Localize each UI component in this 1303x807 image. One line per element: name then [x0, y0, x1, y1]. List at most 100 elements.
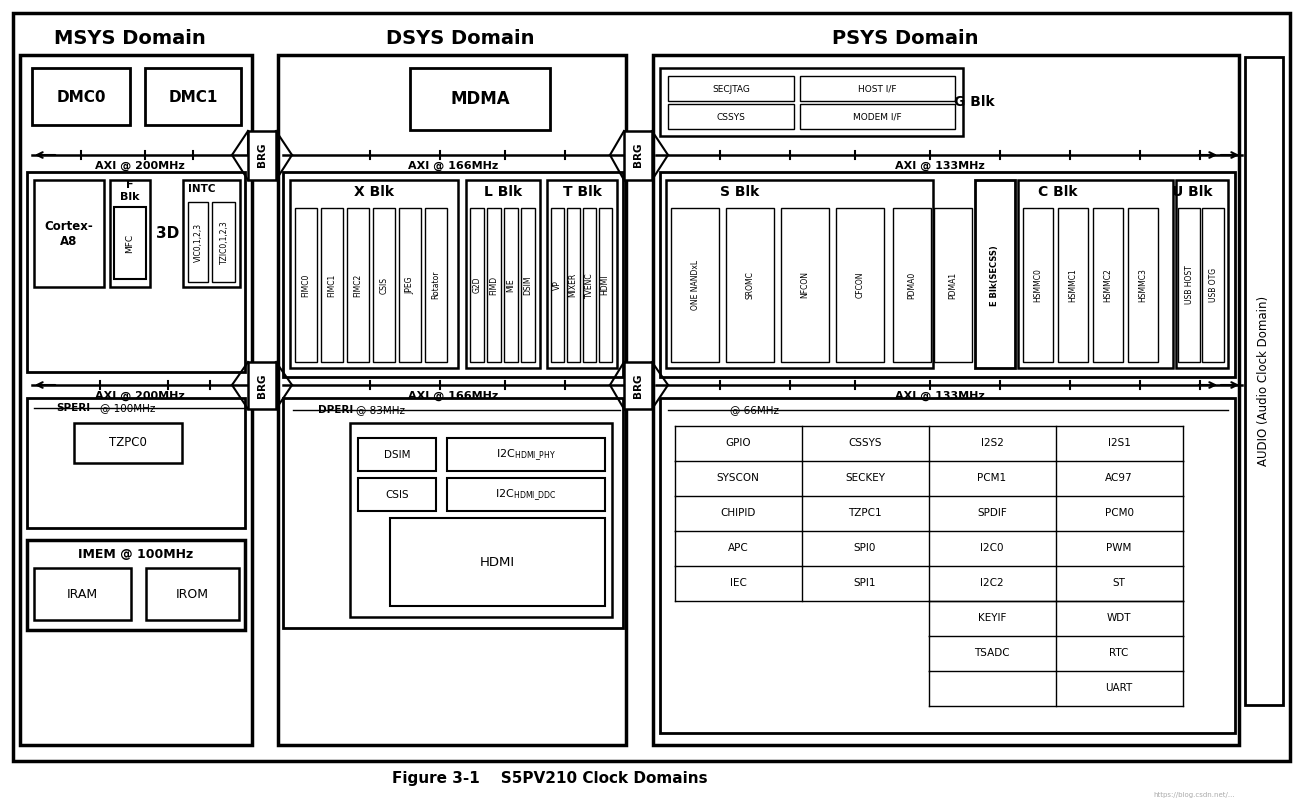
Text: HSMMC3: HSMMC3 — [1139, 268, 1148, 302]
Bar — [447, 478, 605, 511]
Text: HDMI: HDMI — [601, 274, 610, 295]
Bar — [358, 438, 437, 471]
Text: I2S1: I2S1 — [1108, 438, 1131, 448]
Text: CSIS: CSIS — [379, 277, 388, 294]
Bar — [599, 208, 612, 362]
Text: X Blk: X Blk — [354, 185, 394, 199]
Bar — [283, 172, 623, 377]
Bar — [321, 208, 343, 362]
Bar — [975, 180, 1015, 368]
Text: SPI0: SPI0 — [853, 543, 876, 553]
Text: TSADC: TSADC — [975, 648, 1010, 658]
Text: AXI @ 200MHz: AXI @ 200MHz — [95, 391, 185, 401]
Bar — [1058, 208, 1088, 362]
Bar — [567, 208, 580, 362]
Bar — [33, 68, 130, 125]
Bar — [504, 208, 519, 362]
Text: PDMA0: PDMA0 — [907, 271, 916, 299]
Text: @ 66MHz: @ 66MHz — [730, 405, 779, 415]
Text: USB HOST: USB HOST — [1184, 266, 1194, 304]
Bar — [212, 202, 235, 282]
Text: HSMMC2: HSMMC2 — [1104, 268, 1113, 302]
Text: HSMMC0: HSMMC0 — [1033, 268, 1042, 302]
Text: CSSYS: CSSYS — [717, 112, 745, 122]
Text: VIC0,1,2,3: VIC0,1,2,3 — [194, 223, 202, 261]
Text: DMC0: DMC0 — [56, 90, 106, 104]
Text: KEYIF: KEYIF — [977, 613, 1006, 623]
Bar — [624, 131, 652, 180]
Text: JPEG: JPEG — [405, 276, 414, 294]
Bar — [1244, 57, 1283, 705]
Text: HSMMC1: HSMMC1 — [1068, 268, 1078, 302]
Bar — [188, 202, 208, 282]
Bar — [470, 208, 483, 362]
Text: MFC: MFC — [125, 233, 134, 253]
Text: IMEM @ 100MHz: IMEM @ 100MHz — [78, 549, 194, 562]
Text: PDMA1: PDMA1 — [949, 271, 958, 299]
Bar — [248, 362, 276, 409]
Text: FIMC2: FIMC2 — [353, 274, 362, 297]
Bar — [1093, 208, 1123, 362]
Text: MDMA: MDMA — [451, 90, 509, 108]
Bar — [34, 180, 104, 287]
Text: TZPC0: TZPC0 — [109, 437, 147, 449]
Text: I2C2: I2C2 — [980, 578, 1003, 588]
Text: I2S2: I2S2 — [981, 438, 1003, 448]
Bar — [27, 540, 245, 630]
Bar — [521, 208, 536, 362]
Text: CSIS: CSIS — [386, 490, 409, 500]
Bar — [666, 180, 933, 368]
Bar — [466, 180, 539, 368]
Bar — [145, 68, 241, 125]
Text: HOST I/F: HOST I/F — [857, 85, 896, 94]
Text: BRG: BRG — [257, 374, 267, 398]
Bar — [146, 568, 238, 620]
Text: MODEM I/F: MODEM I/F — [852, 112, 902, 122]
Text: TZIC0,1,2,3: TZIC0,1,2,3 — [219, 220, 228, 264]
Text: IRAM: IRAM — [66, 587, 98, 600]
Text: T Blk: T Blk — [563, 185, 602, 199]
Text: INTC: INTC — [188, 184, 216, 194]
Text: PWM: PWM — [1106, 543, 1132, 553]
Text: https://blog.csdn.net/...: https://blog.csdn.net/... — [1153, 792, 1235, 798]
Bar — [447, 438, 605, 471]
Text: BRG: BRG — [633, 374, 642, 398]
Text: MIE: MIE — [507, 278, 516, 292]
Text: PCM0: PCM0 — [1105, 508, 1134, 518]
Bar — [893, 208, 932, 362]
Bar — [410, 68, 550, 130]
Text: DPERI: DPERI — [318, 405, 353, 415]
Bar — [800, 76, 955, 101]
Bar — [668, 76, 794, 101]
Text: DMC1: DMC1 — [168, 90, 218, 104]
Bar — [373, 208, 395, 362]
Text: FIMC1: FIMC1 — [327, 274, 336, 297]
Text: SPI1: SPI1 — [853, 578, 876, 588]
Bar — [1128, 208, 1158, 362]
Text: SYSCON: SYSCON — [717, 473, 760, 483]
Bar — [668, 104, 794, 129]
Text: @ 83MHz: @ 83MHz — [356, 405, 405, 415]
Text: S Blk: S Blk — [721, 185, 760, 199]
Bar — [547, 180, 618, 368]
Text: TVENC: TVENC — [585, 272, 593, 298]
Text: SECJTAG: SECJTAG — [711, 85, 751, 94]
Text: FIMC0: FIMC0 — [301, 274, 310, 297]
Text: FIMD: FIMD — [490, 275, 499, 295]
Text: DSYS Domain: DSYS Domain — [386, 28, 534, 48]
Text: AXI @ 133MHz: AXI @ 133MHz — [895, 391, 985, 401]
Text: BRG: BRG — [633, 143, 642, 167]
Text: CHIPID: CHIPID — [721, 508, 756, 518]
Bar — [1177, 180, 1227, 368]
Text: L Blk: L Blk — [483, 185, 523, 199]
Text: CFCON: CFCON — [856, 272, 864, 299]
Text: BRG: BRG — [257, 143, 267, 167]
Bar — [27, 172, 245, 372]
Bar — [113, 207, 146, 279]
Bar — [27, 398, 245, 528]
Text: C Blk: C Blk — [1038, 185, 1078, 199]
Bar — [425, 208, 447, 362]
Text: E Blk(SECSS): E Blk(SECSS) — [990, 245, 999, 307]
Text: I2C$_{\mathsf{HDMI\_DDC}}$: I2C$_{\mathsf{HDMI\_DDC}}$ — [495, 487, 556, 503]
Bar — [20, 55, 251, 745]
